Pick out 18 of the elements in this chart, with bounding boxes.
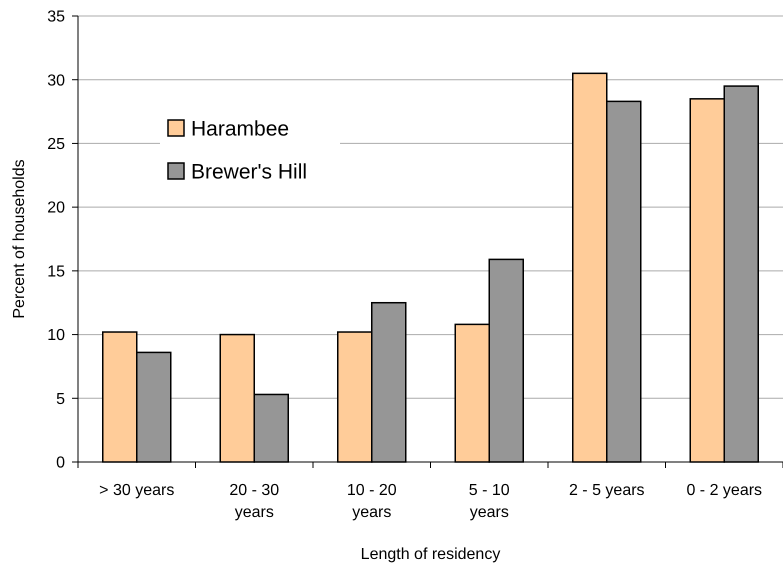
y-tick-label: 10: [47, 327, 66, 344]
legend-label: Brewer's Hill: [191, 160, 308, 184]
x-axis-title: Length of residency: [360, 546, 500, 563]
y-tick-label: 5: [56, 390, 66, 408]
x-tick-label: 2 - 5 years: [568, 482, 645, 499]
y-tick-label: 30: [47, 72, 66, 90]
x-tick-label: 5 - 10 years: [468, 482, 510, 521]
y-tick-label: 20: [47, 200, 66, 217]
y-tick-label: 25: [47, 136, 66, 154]
y-tick-label: 15: [47, 263, 66, 280]
y-tick-label: 0: [56, 454, 66, 472]
x-tick-label: 20 - 30 years: [229, 482, 280, 521]
x-tick-label: > 30 years: [99, 482, 174, 499]
legend-label: Harambee: [191, 117, 290, 140]
y-tick-label: 35: [47, 8, 66, 26]
x-tick-label: 0 - 2 years: [686, 482, 762, 499]
x-tick-label: 10 - 20 years: [346, 482, 397, 521]
y-axis-title: Percent of households: [11, 159, 28, 319]
